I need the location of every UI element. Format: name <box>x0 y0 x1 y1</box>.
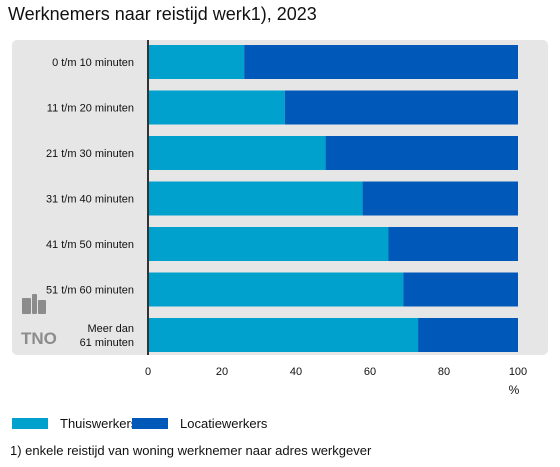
bar-segment-locatiewerkers-2 <box>325 136 518 170</box>
category-labels: 0 t/m 10 minuten 11 t/m 20 minuten 21 t/m … <box>46 57 134 349</box>
bar-segment-thuiswerkers-6 <box>148 318 419 352</box>
x-tick-label-60: 60 <box>364 366 376 378</box>
bar-segment-thuiswerkers-1 <box>148 90 285 125</box>
bar-segment-locatiewerkers-3 <box>362 181 518 216</box>
bar-segment-locatiewerkers-0 <box>244 45 518 79</box>
bar-segment-thuiswerkers-2 <box>148 136 326 170</box>
bar-segment-thuiswerkers-4 <box>148 227 389 261</box>
bars-group <box>148 45 518 352</box>
legend-item-thuiswerkers: Thuiswerkers <box>12 416 137 431</box>
x-axis-tick-labels: 0 20 40 60 80 100 <box>145 366 527 378</box>
x-tick-label-100: 100 <box>509 366 527 378</box>
legend-label-thuiswerkers: Thuiswerkers <box>60 416 138 431</box>
x-tick-label-40: 40 <box>290 366 302 378</box>
chart-title: Werknemers naar reistijd werk1), 2023 <box>8 4 317 24</box>
category-label-6: Meer dan 61 minuten <box>80 323 134 349</box>
bar-segment-thuiswerkers-5 <box>148 272 404 307</box>
logo-mark-icon <box>22 294 46 314</box>
category-label-4: 41 t/m 50 minuten <box>46 239 134 251</box>
bar-segment-locatiewerkers-1 <box>284 90 518 125</box>
legend-label-locatiewerkers: Locatiewerkers <box>180 416 268 431</box>
legend-swatch-locatiewerkers <box>132 418 168 429</box>
bar-segment-locatiewerkers-5 <box>403 272 518 307</box>
category-label-2: 21 t/m 30 minuten <box>46 148 134 160</box>
logo-wordmark: TNO <box>21 329 57 348</box>
footnote: 1) enkele reistijd van woning werknemer … <box>10 443 372 458</box>
stacked-bar-chart: 0 t/m 10 minuten 11 t/m 20 minuten 21 t/m … <box>12 40 548 397</box>
category-label-0: 0 t/m 10 minuten <box>52 57 134 69</box>
bar-segment-thuiswerkers-0 <box>148 45 245 79</box>
category-label-3: 31 t/m 40 minuten <box>46 194 134 206</box>
tno-logo: TNO <box>21 294 57 348</box>
x-axis-label: % <box>509 383 520 397</box>
legend-item-locatiewerkers: Locatiewerkers <box>132 416 267 431</box>
x-tick-label-0: 0 <box>145 366 151 378</box>
category-label-1: 11 t/m 20 minuten <box>47 103 134 115</box>
x-tick-label-20: 20 <box>216 366 228 378</box>
legend: Thuiswerkers Locatiewerkers <box>12 416 552 432</box>
category-label-5: 51 t/m 60 minuten <box>46 285 134 297</box>
bar-segment-thuiswerkers-3 <box>148 181 363 216</box>
bar-segment-locatiewerkers-6 <box>418 318 518 352</box>
x-tick-label-80: 80 <box>438 366 450 378</box>
legend-swatch-thuiswerkers <box>12 418 48 429</box>
bar-segment-locatiewerkers-4 <box>388 227 518 261</box>
